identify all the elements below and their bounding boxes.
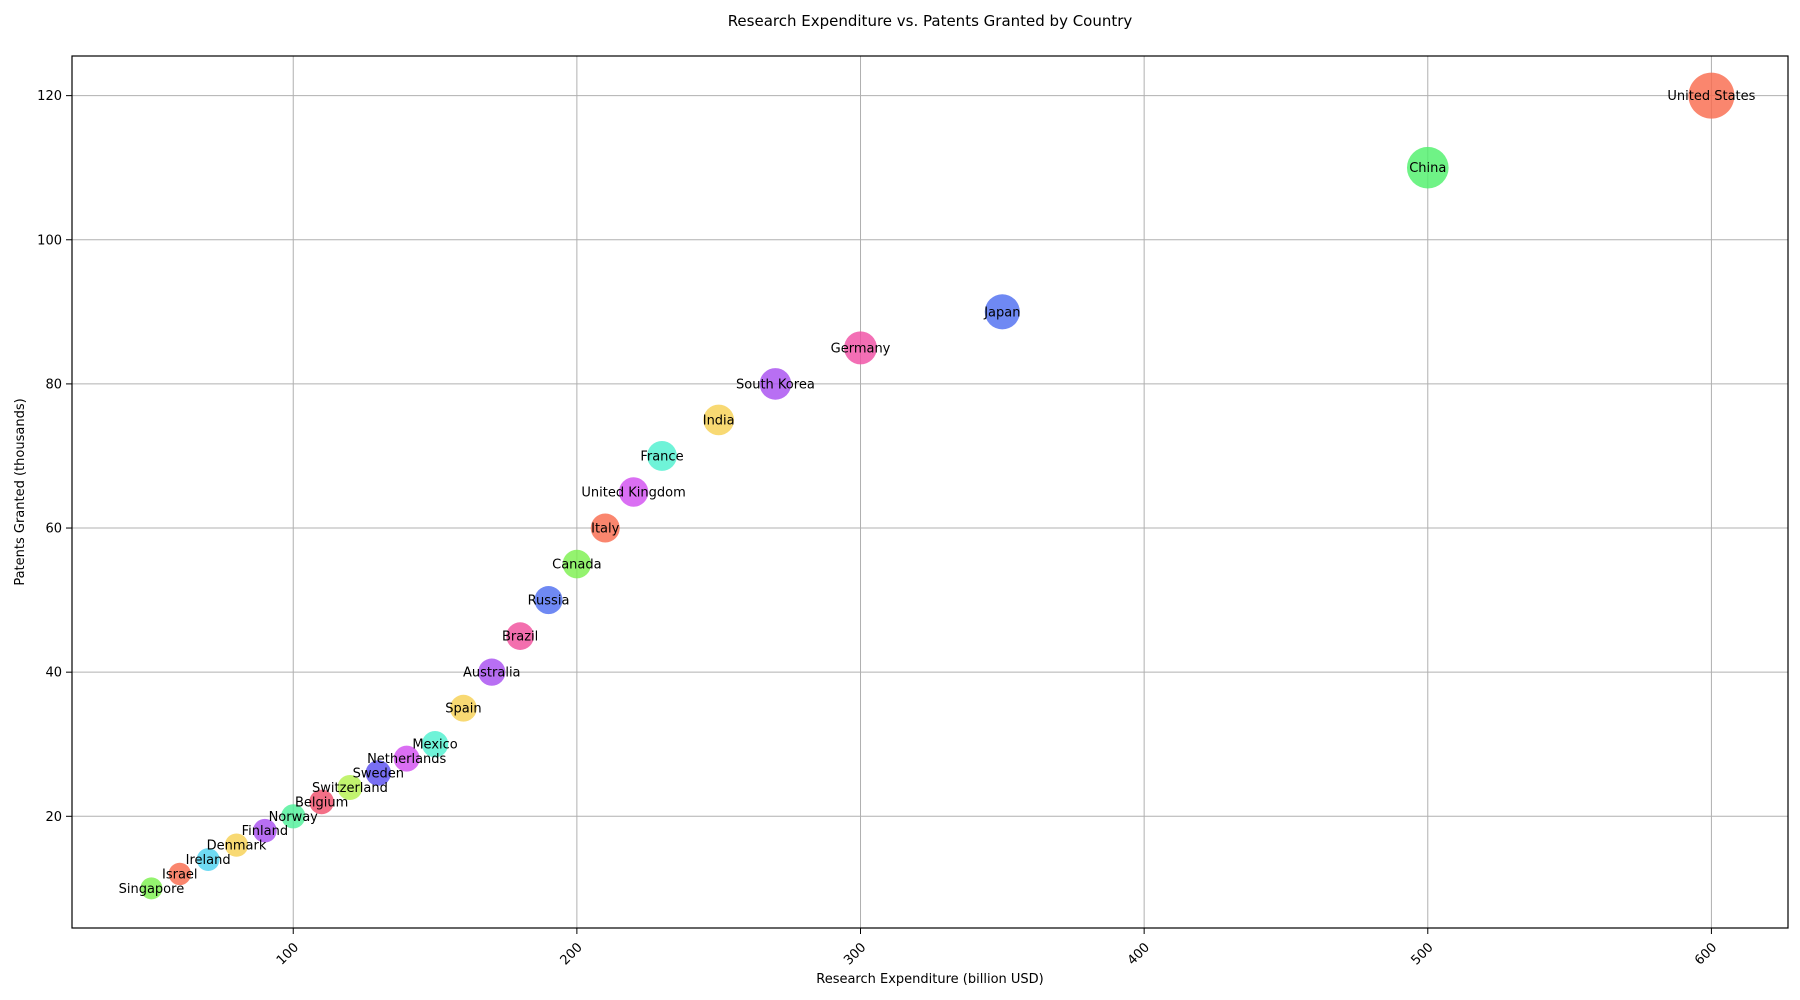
y-tick-label: 60: [45, 522, 62, 537]
data-point: [1406, 146, 1449, 189]
data-point: [450, 694, 477, 722]
data-label: Belgium: [295, 795, 348, 810]
data-label: China: [1409, 161, 1446, 176]
data-label: Mexico: [412, 738, 457, 753]
x-tick-label: 400: [1125, 940, 1153, 968]
x-tick-label: 600: [1692, 940, 1720, 968]
data-point: [759, 368, 792, 400]
chart-title: Research Expenditure vs. Patents Granted…: [728, 12, 1133, 30]
data-point: [140, 877, 163, 900]
data-label: Sweden: [353, 767, 404, 782]
y-tick-label: 40: [45, 666, 62, 681]
data-label: Norway: [269, 810, 319, 825]
data-point: [647, 441, 677, 471]
x-axis-ticks: 100 200 300 400 500 600: [274, 928, 1720, 968]
data-label: Australia: [463, 666, 521, 681]
data-label: Canada: [552, 558, 601, 573]
data-point: [506, 622, 534, 650]
data-label: Spain: [445, 702, 481, 717]
data-point: [590, 513, 620, 543]
data-point: [281, 804, 306, 829]
y-tick-label: 120: [37, 89, 62, 104]
data-label: Ireland: [186, 853, 231, 868]
data-point: [365, 760, 392, 786]
data-label: Denmark: [207, 839, 267, 854]
data-point: [309, 789, 334, 815]
y-axis-title: Patents Granted (thousands): [13, 398, 28, 585]
data-label: Russia: [528, 594, 570, 609]
data-label: South Korea: [736, 377, 815, 392]
data-points: [140, 72, 1735, 900]
data-point: [618, 477, 649, 507]
x-tick-label: 500: [1408, 940, 1436, 968]
plot-frame: [71, 55, 1789, 929]
data-label: Italy: [591, 522, 620, 537]
data-label: Finland: [242, 824, 288, 839]
data-point: [562, 549, 592, 579]
data-point: [224, 833, 249, 857]
y-tick-label: 20: [45, 810, 62, 825]
data-point: [478, 658, 506, 686]
data-label: United States: [1667, 89, 1755, 104]
data-point: [421, 731, 449, 758]
x-axis-title: Research Expenditure (billion USD): [816, 972, 1044, 987]
data-label: Brazil: [502, 630, 538, 645]
x-tick-label: 300: [841, 940, 869, 968]
data-point: [844, 331, 877, 365]
data-label: Singapore: [119, 882, 185, 897]
x-tick-label: 100: [274, 940, 302, 968]
data-label: Switzerland: [312, 781, 388, 796]
y-axis-ticks: 20 40 60 80 100 120: [37, 89, 72, 825]
y-tick-label: 100: [37, 233, 62, 248]
x-tick-label: 200: [558, 940, 586, 968]
data-label: Netherlands: [367, 752, 446, 767]
data-point: [393, 745, 420, 772]
data-point: [337, 774, 363, 800]
data-label: Israel: [162, 867, 198, 882]
data-point: [984, 294, 1020, 330]
y-tick-label: 80: [45, 377, 62, 392]
point-labels: United States China Japan Germany South Kore…: [119, 89, 1756, 897]
data-label: France: [640, 449, 683, 464]
data-point: [1688, 72, 1735, 119]
data-label: United Kingdom: [581, 486, 685, 501]
data-point: [534, 586, 563, 615]
data-point: [168, 862, 191, 886]
data-point: [196, 848, 220, 871]
data-label: India: [703, 413, 735, 428]
grid-lines: [72, 56, 1788, 928]
data-point: [703, 404, 735, 436]
data-point: [253, 818, 277, 843]
data-label: Germany: [831, 341, 891, 356]
data-label: Japan: [983, 305, 1020, 320]
